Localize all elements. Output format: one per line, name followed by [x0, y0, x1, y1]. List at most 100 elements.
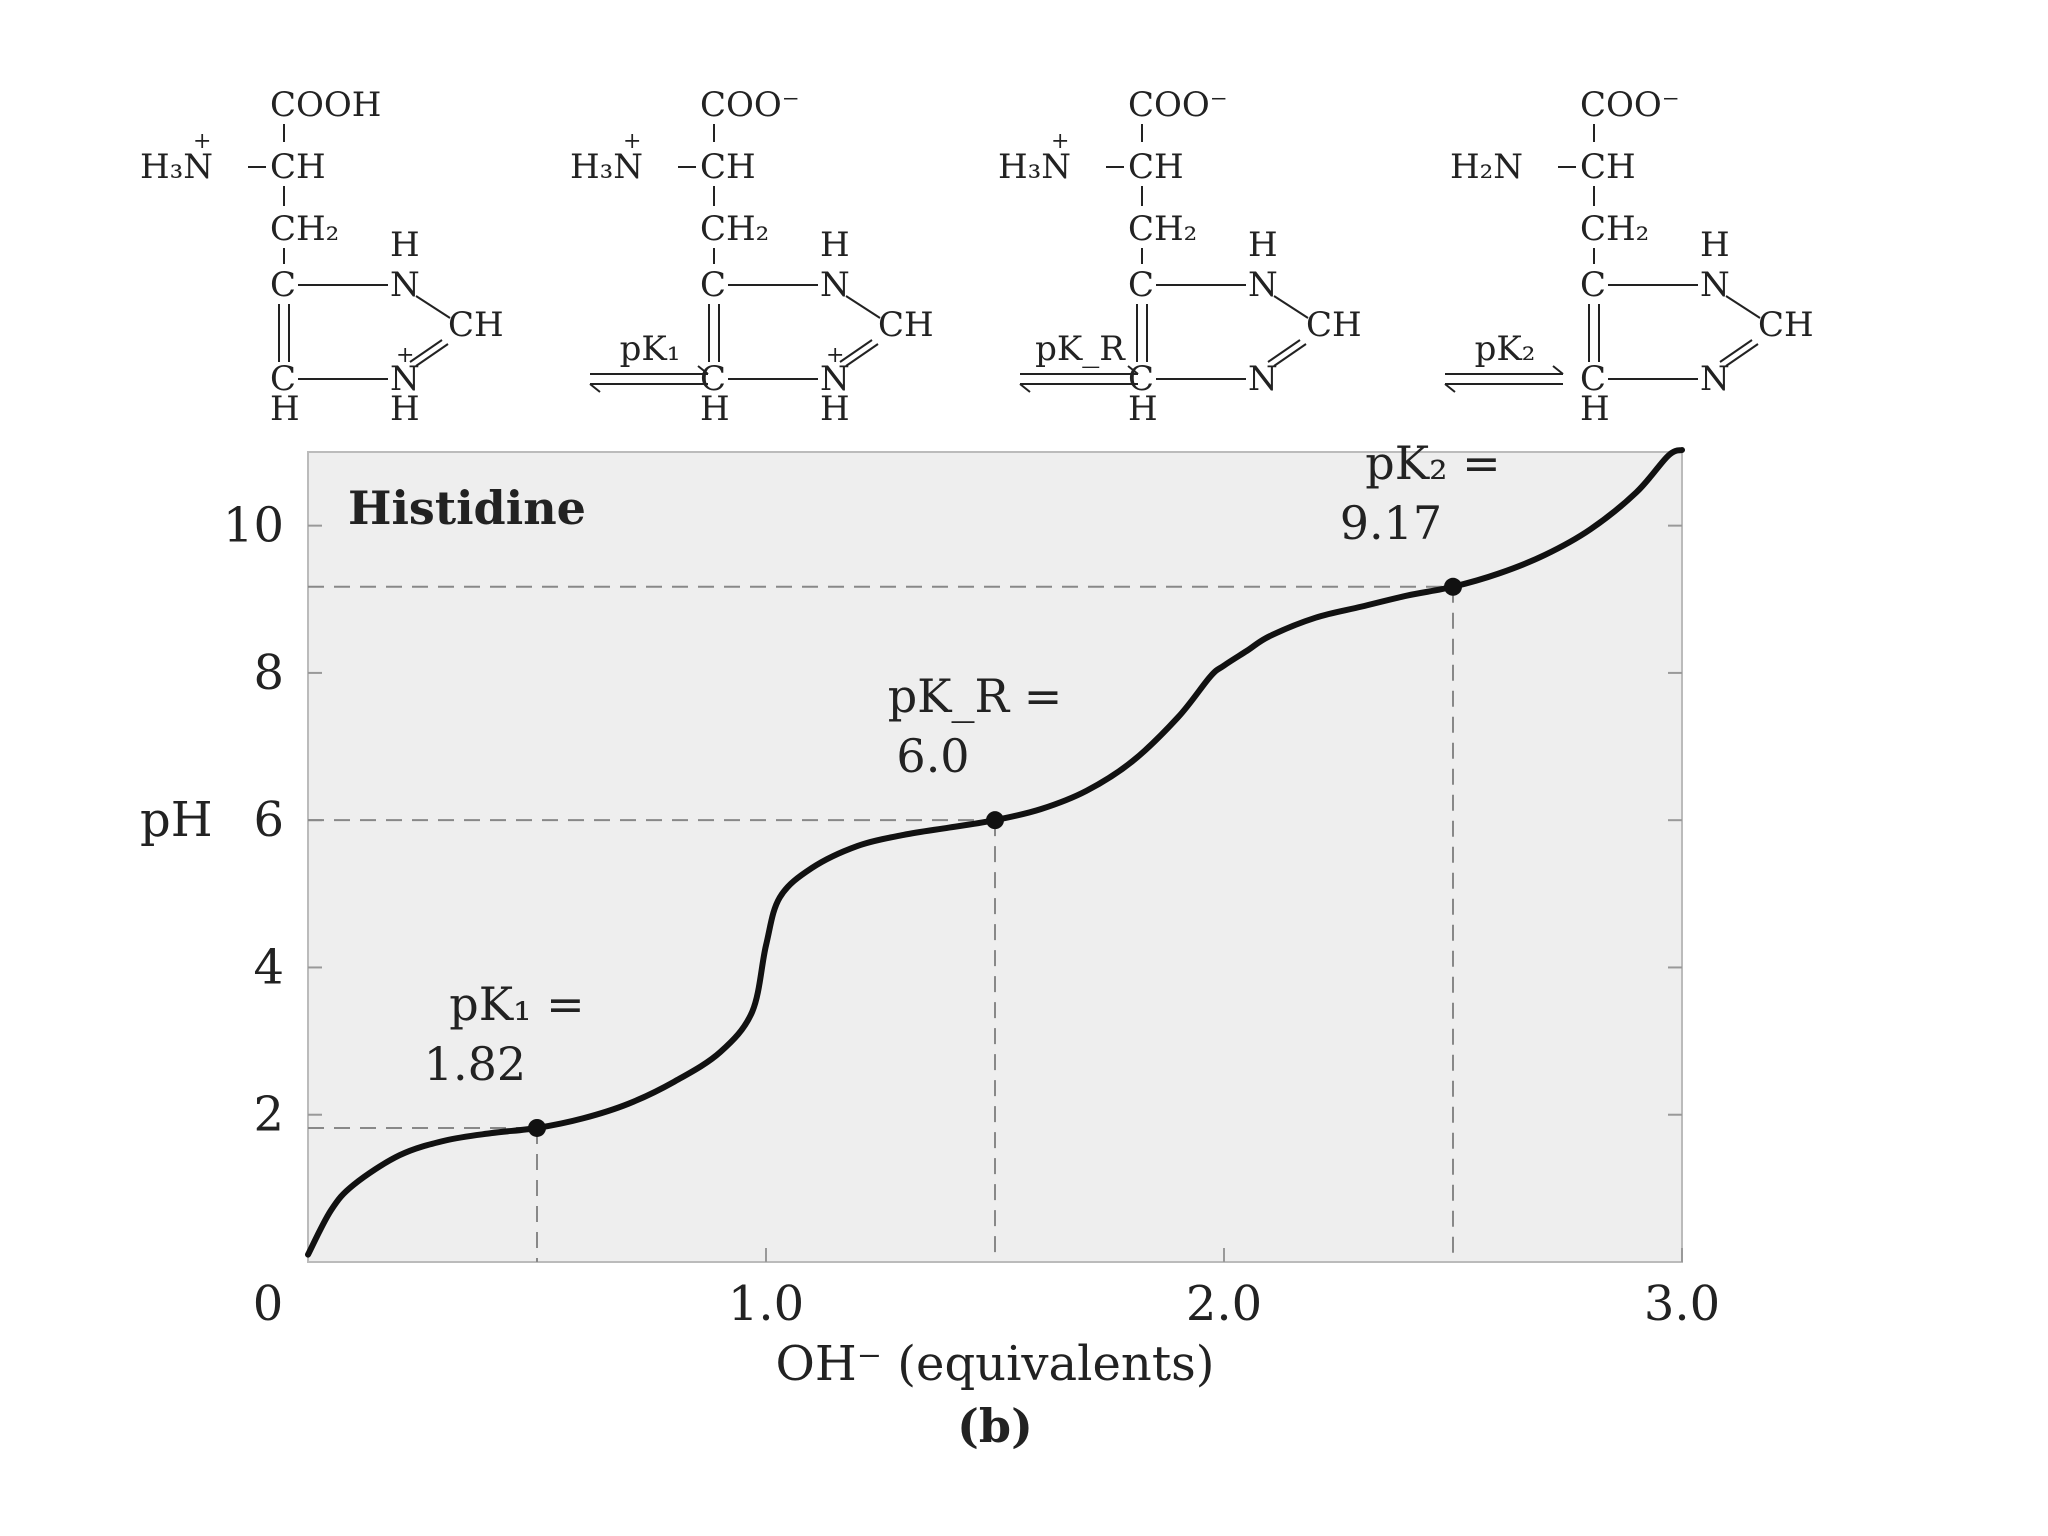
y-tick-label: 6 [253, 792, 284, 848]
bond [415, 343, 449, 367]
amine-charge: + [1051, 129, 1069, 154]
forward-arrow [1020, 365, 1139, 375]
ring-c-bottom: C [270, 359, 296, 399]
ring-c-top: C [700, 265, 726, 305]
carboxyl-label: COO⁻ [700, 85, 800, 125]
origin-label: 0 [253, 1276, 284, 1332]
ring-c-bottom: C [1128, 359, 1154, 399]
ch2-label: CH₂ [1580, 209, 1649, 249]
alpha-ch-label: CH [1580, 147, 1636, 187]
ring-c-h: H [700, 389, 730, 429]
titration-chart: 2 4 6 8 10 1.0 2.0 3.0 0 OH⁻ (equivalents) pH (b) Hi… [140, 436, 1720, 1453]
ring-c-top: C [270, 265, 296, 305]
ring-n-top: N [1700, 265, 1730, 305]
amine-label: H₃N [998, 147, 1071, 187]
equilibrium-2: pK_R [1019, 329, 1139, 393]
ring-ch-label: CH [1758, 305, 1814, 345]
y-tick-label: 8 [253, 645, 284, 701]
pk-label-1: pK₁ = [449, 977, 584, 1031]
ring-c-top: C [1580, 265, 1606, 305]
pk-value-1: 1.82 [424, 1037, 526, 1091]
y-tick-label: 10 [223, 498, 284, 554]
ch2-label: CH₂ [270, 209, 339, 249]
alpha-ch-label: CH [270, 147, 326, 187]
equilibrium-3: pK₂ [1444, 329, 1564, 393]
ring-c-bottom: C [1580, 359, 1606, 399]
pk-point-3 [1444, 577, 1462, 596]
ring-ch-label: CH [1306, 305, 1362, 345]
pk-point-1 [528, 1118, 546, 1137]
ring-ch-label: CH [878, 305, 934, 345]
ring-nh-h: H [1700, 225, 1730, 265]
ring-c-h: H [270, 389, 300, 429]
ch2-label: CH₂ [1128, 209, 1197, 249]
pk-label-3: pK₂ = [1365, 436, 1500, 490]
ring-n-bottom: N [1248, 359, 1278, 399]
ring-n-charge: + [826, 343, 844, 368]
ring-c-top: C [1128, 265, 1154, 305]
bond [845, 295, 881, 319]
bond [409, 339, 443, 363]
bond [1719, 339, 1753, 363]
equilibrium-label: pK_R [1035, 329, 1126, 369]
bond [845, 343, 879, 367]
amine-charge: + [623, 129, 641, 154]
ring-ch-label: CH [448, 305, 504, 345]
ch2-label: CH₂ [700, 209, 769, 249]
equilibrium-label: pK₂ [1475, 329, 1536, 369]
x-tick-label: 1.0 [728, 1276, 804, 1332]
ring-nh-h: H [820, 225, 850, 265]
pk-value-3: 9.17 [1340, 496, 1442, 550]
ring-n-charge: + [396, 343, 414, 368]
pk-value-2: 6.0 [896, 729, 969, 783]
bond [1725, 343, 1759, 367]
equilibrium-1: pK₁ [589, 329, 709, 393]
y-tick-label: 2 [253, 1087, 284, 1143]
x-axis-label: OH⁻ (equivalents) [776, 1336, 1215, 1392]
ring-n-top: N [390, 265, 420, 305]
panel-label: (b) [957, 1399, 1033, 1453]
bond [1725, 295, 1761, 319]
bond [1273, 295, 1309, 319]
ring-c-h: H [1128, 389, 1158, 429]
carboxyl-label: COOH [270, 85, 381, 125]
reverse-arrow [1444, 383, 1563, 393]
reverse-arrow [589, 383, 708, 393]
x-tick-label: 2.0 [1186, 1276, 1262, 1332]
alpha-ch-label: CH [1128, 147, 1184, 187]
pk-point-2 [986, 811, 1004, 830]
y-axis-label: pH [140, 792, 213, 848]
y-tick-label: 4 [253, 939, 284, 995]
amine-charge: + [193, 129, 211, 154]
chart-title: Histidine [348, 481, 586, 535]
bond [415, 295, 451, 319]
amine-label: H₂N [1450, 147, 1523, 187]
ring-n-h: H [820, 389, 850, 429]
ring-c-h: H [1580, 389, 1610, 429]
bond [1267, 339, 1301, 363]
ring-n-h: H [390, 389, 420, 429]
forward-arrow [1445, 365, 1564, 375]
ring-n-bottom: N [1700, 359, 1730, 399]
bond [839, 339, 873, 363]
ring-nh-h: H [390, 225, 420, 265]
ring-c-bottom: C [700, 359, 726, 399]
ring-n-bottom: N [390, 359, 420, 399]
alpha-ch-label: CH [700, 147, 756, 187]
carboxyl-label: COO⁻ [1580, 85, 1680, 125]
carboxyl-label: COO⁻ [1128, 85, 1228, 125]
pk-label-2: pK_R = [888, 669, 1063, 723]
forward-arrow [590, 365, 709, 375]
ring-nh-h: H [1248, 225, 1278, 265]
reverse-arrow [1019, 383, 1138, 393]
amine-label: H₃N [570, 147, 643, 187]
ring-n-top: N [1248, 265, 1278, 305]
ring-n-bottom: N [820, 359, 850, 399]
equilibrium-label: pK₁ [620, 329, 681, 369]
